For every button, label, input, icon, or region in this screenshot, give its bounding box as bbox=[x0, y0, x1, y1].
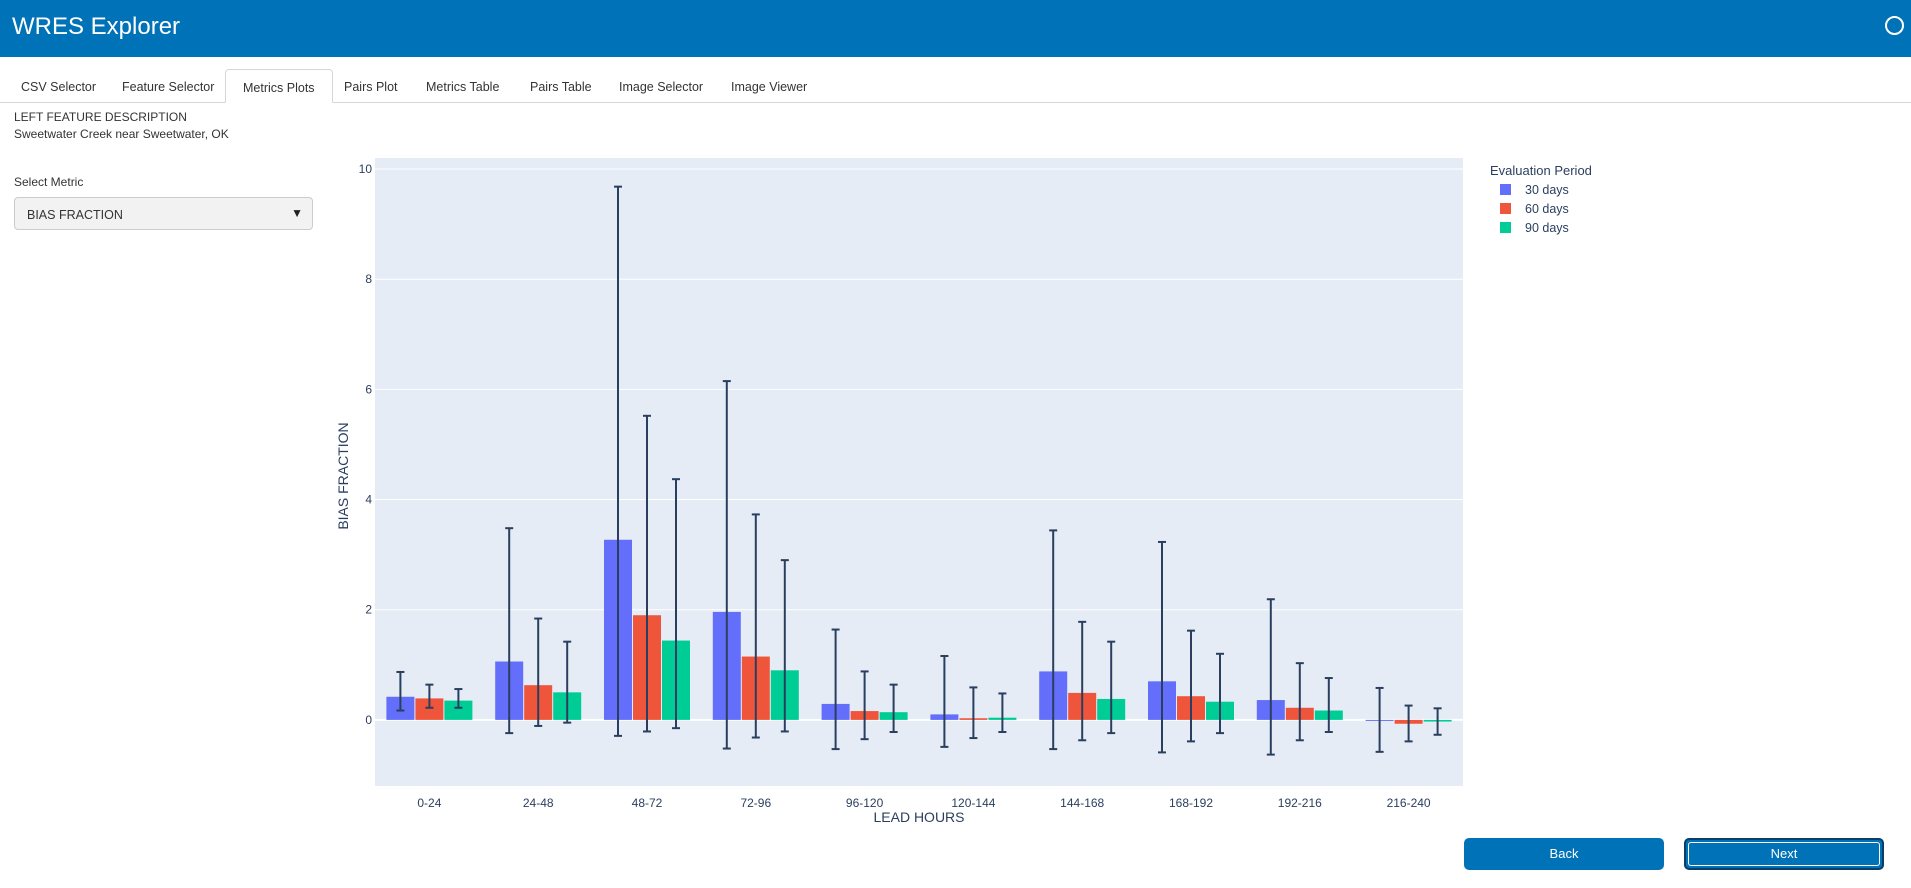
app-title: WRES Explorer bbox=[12, 13, 181, 40]
metric-dropdown[interactable]: BIAS FRACTION ▼ bbox=[14, 197, 313, 230]
x-tick-label: 120-144 bbox=[951, 796, 995, 810]
y-tick-label: 6 bbox=[365, 382, 372, 396]
caret-down-icon: ▼ bbox=[291, 206, 303, 220]
x-tick-label: 96-120 bbox=[846, 796, 884, 810]
x-tick-label: 216-240 bbox=[1387, 796, 1431, 810]
legend-swatch bbox=[1500, 184, 1511, 195]
bar bbox=[415, 698, 444, 720]
x-tick-label: 72-96 bbox=[740, 796, 771, 810]
tab-csv-selector[interactable]: CSV Selector bbox=[21, 80, 97, 94]
y-axis-title: BIAS FRACTION bbox=[335, 422, 351, 529]
legend-entry: 60 days bbox=[1525, 202, 1569, 216]
legend-entry: 90 days bbox=[1525, 221, 1569, 235]
y-tick-label: 4 bbox=[365, 493, 372, 507]
legend-swatch bbox=[1500, 222, 1511, 233]
x-tick-label: 48-72 bbox=[632, 796, 663, 810]
select-metric-label: Select Metric bbox=[14, 175, 84, 189]
app-header: WRES Explorer bbox=[0, 0, 1911, 57]
y-tick-label: 10 bbox=[359, 162, 373, 176]
tab-metrics-plots[interactable]: Metrics Plots bbox=[225, 69, 333, 103]
tab-image-viewer[interactable]: Image Viewer bbox=[731, 80, 808, 94]
x-tick-label: 144-168 bbox=[1060, 796, 1104, 810]
y-tick-label: 0 bbox=[365, 713, 372, 727]
back-button[interactable]: Back bbox=[1464, 838, 1664, 870]
legend-entry: 30 days bbox=[1525, 183, 1569, 197]
next-button[interactable]: Next bbox=[1684, 838, 1884, 870]
x-tick-label: 192-216 bbox=[1278, 796, 1322, 810]
x-tick-label: 0-24 bbox=[417, 796, 441, 810]
tab-feature-selector[interactable]: Feature Selector bbox=[122, 80, 215, 94]
tab-metrics-table[interactable]: Metrics Table bbox=[426, 80, 500, 94]
legend-title: Evaluation Period bbox=[1490, 163, 1592, 178]
bar bbox=[444, 700, 473, 720]
legend-swatch bbox=[1500, 203, 1511, 214]
x-axis-title: LEAD HOURS bbox=[873, 809, 964, 825]
tab-pairs-plot[interactable]: Pairs Plot bbox=[344, 80, 398, 94]
plot-area bbox=[375, 158, 1463, 786]
tab-pairs-table[interactable]: Pairs Table bbox=[530, 80, 592, 94]
x-tick-label: 168-192 bbox=[1169, 796, 1213, 810]
y-tick-label: 8 bbox=[365, 272, 372, 286]
feature-description-value: Sweetwater Creek near Sweetwater, OK bbox=[14, 127, 229, 141]
metric-dropdown-value: BIAS FRACTION bbox=[27, 208, 123, 222]
y-tick-label: 2 bbox=[365, 603, 372, 617]
status-circle-icon[interactable] bbox=[1885, 16, 1904, 35]
tab-image-selector[interactable]: Image Selector bbox=[619, 80, 704, 94]
x-tick-label: 24-48 bbox=[523, 796, 554, 810]
feature-description-heading: LEFT FEATURE DESCRIPTION bbox=[14, 110, 187, 124]
tab-bar: CSV Selector Feature Selector Metrics Pl… bbox=[0, 69, 1911, 103]
